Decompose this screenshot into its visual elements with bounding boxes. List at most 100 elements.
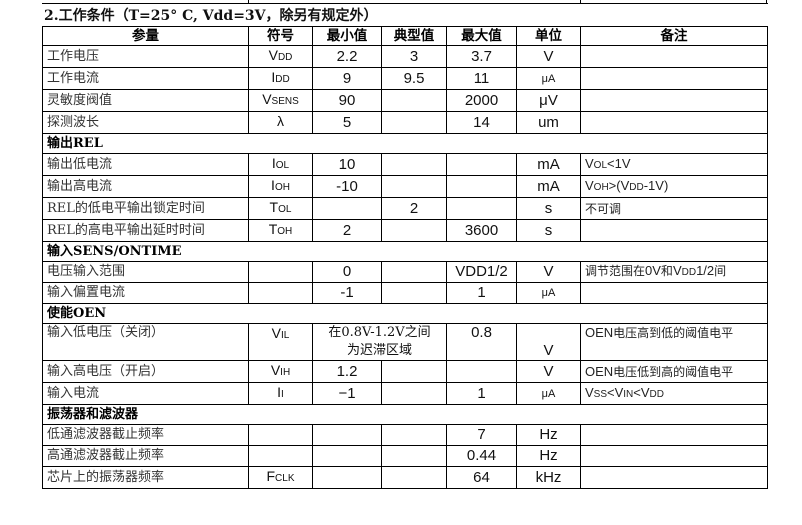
min-cell: 2.2 [312, 45, 382, 68]
note-cell [580, 111, 768, 134]
note-cell [580, 282, 768, 304]
param-cell: 工作电流 [42, 67, 249, 90]
unit-cell: s [516, 219, 581, 242]
section-label: 输入SENS/ONTIME [42, 241, 768, 262]
table-row: 探测波长 λ 5 14 um [42, 111, 768, 134]
table-row: 灵敏度阀值 VSENS 90 2000 μV [42, 89, 768, 112]
min-cell: 9 [312, 67, 382, 90]
max-cell: 64 [446, 466, 517, 489]
note-cell: VSS<VIN<VDD [580, 382, 768, 405]
header-cell: 最小值 [312, 26, 382, 46]
note-cell: 不可调 [580, 197, 768, 220]
param-cell: REL的高电平输出延时时间 [42, 219, 249, 242]
note-cell: VOH>(VDD-1V) [580, 175, 768, 198]
typ-cell [381, 153, 447, 176]
symbol-cell [248, 424, 313, 446]
min-cell: 2 [312, 219, 382, 242]
min-typ-cell: 在0.8V-1.2V之间为迟滞区域 [312, 323, 447, 361]
note-text: V [585, 384, 594, 400]
typ-cell: 2 [381, 197, 447, 220]
max-cell: 11 [446, 67, 517, 90]
table-row: 工作电流 IDD 9 9.5 11 μA [42, 67, 768, 90]
note-text: 电压低到高的阈值电平 [613, 364, 734, 379]
min-cell [312, 445, 382, 467]
table-row: REL的高电平输出延时时间 TOH 2 3600 s [42, 219, 768, 242]
table-header-row: 参量 符号 最小值 典型值 最大值 单位 备注 [42, 26, 768, 46]
table-row: 工作电压 VDD 2.2 3 3.7 V [42, 45, 768, 68]
max-cell: 0.44 [446, 445, 517, 467]
symbol-main: V [271, 325, 281, 341]
symbol-subscript: DD [275, 74, 290, 85]
symbol-cell [248, 445, 313, 467]
max-cell [446, 197, 517, 220]
symbol-cell: TOH [248, 219, 313, 242]
section-label: 使能OEN [42, 303, 768, 324]
param-cell: 灵敏度阀值 [42, 89, 249, 112]
section-row: 使能OEN [42, 303, 768, 324]
note-text: V [585, 155, 594, 171]
unit-cell: V [516, 261, 581, 283]
section-label: 振荡器和滤波器 [42, 404, 768, 425]
symbol-main: I [271, 177, 275, 193]
typ-cell [381, 466, 447, 489]
note-cell [580, 445, 768, 467]
typ-cell [381, 424, 447, 446]
note-subscript: DD [629, 181, 644, 193]
symbol-main: V [268, 47, 278, 63]
typ-cell: 3 [381, 45, 447, 68]
section-row: 振荡器和滤波器 [42, 404, 768, 425]
section-title: 2.工作条件（T=25° C, Vdd=3V，除另有规定外） [44, 8, 378, 24]
param-cell: 低通滤波器截止频率 [42, 424, 249, 446]
note-cell: OEN电压低到高的阈值电平 [580, 360, 768, 383]
max-cell: 2000 [446, 89, 517, 112]
symbol-main: I [277, 384, 282, 400]
max-cell: 0.8 [446, 323, 517, 361]
symbol-subscript: OH [277, 226, 293, 237]
param-cell: REL的低电平输出锁定时间 [42, 197, 249, 220]
note-text: V [585, 177, 594, 193]
symbol-cell: VSENS [248, 89, 313, 112]
typ-cell [381, 382, 447, 405]
symbol-main: I [271, 69, 276, 85]
table-row: 低通滤波器截止频率 7 Hz [42, 424, 768, 446]
symbol-main: V [270, 362, 281, 378]
note-subscript: DD [649, 388, 664, 400]
typ-cell [381, 89, 447, 112]
note-subscript: OL [593, 159, 608, 171]
symbol-subscript: IL [281, 330, 290, 341]
max-cell [446, 360, 517, 383]
table-row: 输出高电流 IOH -10 mA VOH>(VDD-1V) [42, 175, 768, 198]
min-cell: 90 [312, 89, 382, 112]
max-cell: VDD1/2 [446, 261, 517, 283]
symbol-cell: VDD [248, 45, 313, 68]
symbol-cell: IOL [248, 153, 313, 176]
section-label: 输出REL [42, 133, 768, 154]
note-text: OEN [585, 363, 614, 379]
param-cell: 高通滤波器截止频率 [42, 445, 249, 467]
section-row: 输入SENS/ONTIME [42, 241, 768, 262]
table-row: 高通滤波器截止频率 0.44 Hz [42, 445, 768, 467]
note-text: OEN [585, 325, 614, 340]
symbol-cell: IDD [248, 67, 313, 90]
note-text: >(V [608, 177, 630, 193]
header-cell: 典型值 [381, 26, 447, 46]
note-cell [580, 219, 768, 242]
header-cell: 最大值 [446, 26, 517, 46]
symbol-cell: VIH [248, 360, 313, 383]
note-text: 和 [660, 264, 673, 278]
previous-table-bottom-border [42, 0, 768, 4]
unit-cell: V [516, 45, 581, 68]
unit-cell: um [516, 111, 581, 134]
table-row: 芯片上的振荡器频率 FCLK 64 kHz [42, 466, 768, 489]
symbol-cell: VIL [248, 323, 313, 361]
param-cell: 输出低电流 [42, 153, 249, 176]
symbol-main: λ [277, 113, 284, 129]
note-text: 不可调 [585, 201, 622, 216]
table-row: 输入高电压（开启） VIH 1.2 V OEN电压低到高的阈值电平 [42, 360, 768, 383]
unit-cell: mA [516, 175, 581, 198]
typ-cell [381, 445, 447, 467]
min-cell [312, 197, 382, 220]
param-cell: 输入高电压（开启） [42, 360, 249, 383]
note-text: <1V [607, 155, 631, 171]
param-cell: 芯片上的振荡器频率 [42, 466, 249, 489]
